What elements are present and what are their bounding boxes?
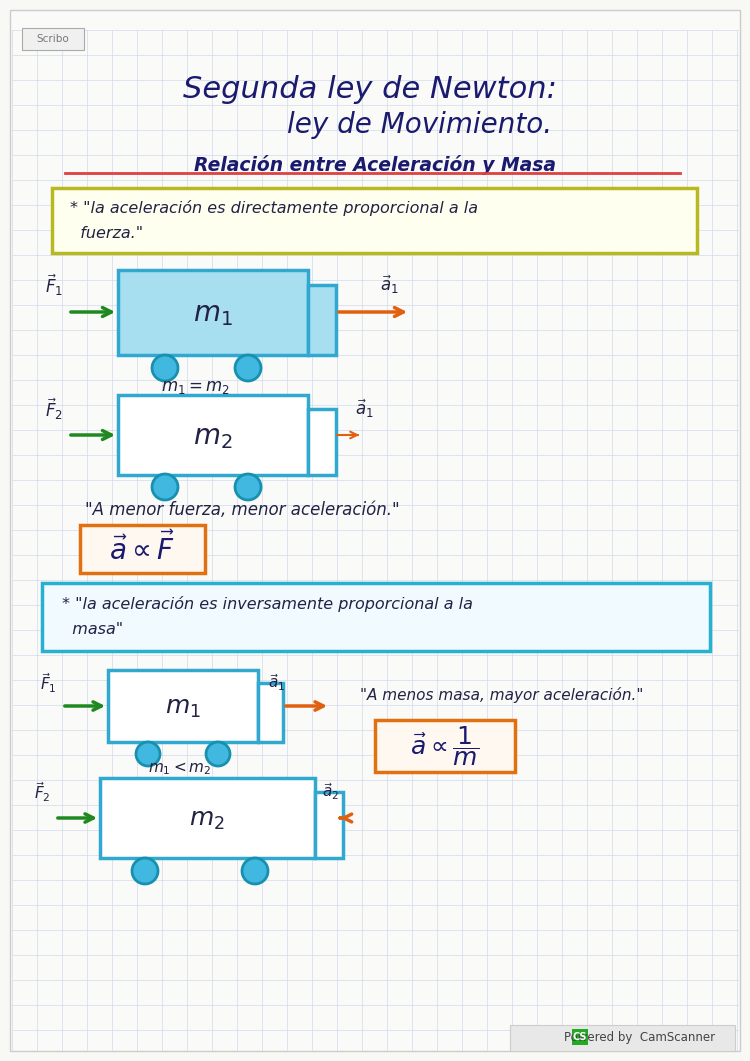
Text: $m_1 < m_2$: $m_1 < m_2$: [148, 761, 211, 778]
Text: $\vec{F}_2$: $\vec{F}_2$: [45, 396, 63, 421]
Bar: [308, 285, 336, 355]
Bar: [308, 408, 336, 475]
Text: Powered by  CamScanner: Powered by CamScanner: [565, 1031, 716, 1044]
Text: ley de Movimiento.: ley de Movimiento.: [287, 111, 553, 139]
Text: $\vec{a}_2$: $\vec{a}_2$: [322, 782, 339, 802]
Bar: [52, 188, 697, 253]
Text: * "la aceleración es inversamente proporcional a la: * "la aceleración es inversamente propor…: [62, 596, 473, 612]
Bar: [118, 269, 308, 355]
Text: $\vec{a}_1$: $\vec{a}_1$: [268, 673, 285, 693]
Text: $\vec{F}_2$: $\vec{F}_2$: [34, 780, 50, 804]
Circle shape: [242, 858, 268, 884]
Text: $\vec{F}_1$: $\vec{F}_1$: [40, 672, 56, 695]
Text: $m_2$: $m_2$: [189, 808, 225, 832]
Bar: [100, 778, 315, 858]
Text: Relación entre Aceleración y Masa: Relación entre Aceleración y Masa: [194, 155, 556, 175]
Text: fuerza.": fuerza.": [70, 226, 143, 241]
Text: $\vec{F}_1$: $\vec{F}_1$: [45, 273, 63, 298]
Text: CS: CS: [573, 1032, 587, 1042]
Circle shape: [152, 355, 178, 381]
Text: $\vec{a}_1$: $\vec{a}_1$: [380, 274, 399, 296]
Bar: [258, 683, 283, 742]
Text: Scribo: Scribo: [37, 34, 69, 44]
Bar: [572, 1029, 588, 1045]
Text: Segunda ley de Newton:: Segunda ley de Newton:: [183, 75, 557, 104]
Bar: [80, 525, 205, 573]
Bar: [22, 28, 84, 50]
Bar: [315, 792, 343, 858]
Bar: [510, 1025, 735, 1051]
Text: $m_2$: $m_2$: [194, 423, 232, 451]
Bar: [375, 720, 515, 772]
Text: $m_1$: $m_1$: [165, 696, 201, 720]
Text: $\vec{a} \propto \dfrac{1}{m}$: $\vec{a} \propto \dfrac{1}{m}$: [410, 724, 480, 768]
Bar: [42, 582, 710, 651]
Circle shape: [206, 742, 230, 766]
Text: $m_1 = m_2$: $m_1 = m_2$: [160, 378, 230, 396]
Bar: [108, 669, 258, 742]
Text: $\vec{a} \propto \vec{F}$: $\vec{a} \propto \vec{F}$: [109, 532, 175, 566]
Text: "A menor fuerza, menor aceleración.": "A menor fuerza, menor aceleración.": [85, 501, 400, 519]
Text: masa": masa": [62, 623, 123, 638]
Circle shape: [152, 474, 178, 500]
Circle shape: [235, 474, 261, 500]
Bar: [118, 395, 308, 475]
Text: $m_1$: $m_1$: [194, 300, 232, 328]
Circle shape: [136, 742, 160, 766]
Circle shape: [132, 858, 158, 884]
Circle shape: [235, 355, 261, 381]
Text: "A menos masa, mayor aceleración.": "A menos masa, mayor aceleración.": [360, 688, 644, 703]
Text: * "la aceleración es directamente proporcional a la: * "la aceleración es directamente propor…: [70, 201, 478, 216]
Text: $\vec{a}_1$: $\vec{a}_1$: [355, 398, 374, 420]
